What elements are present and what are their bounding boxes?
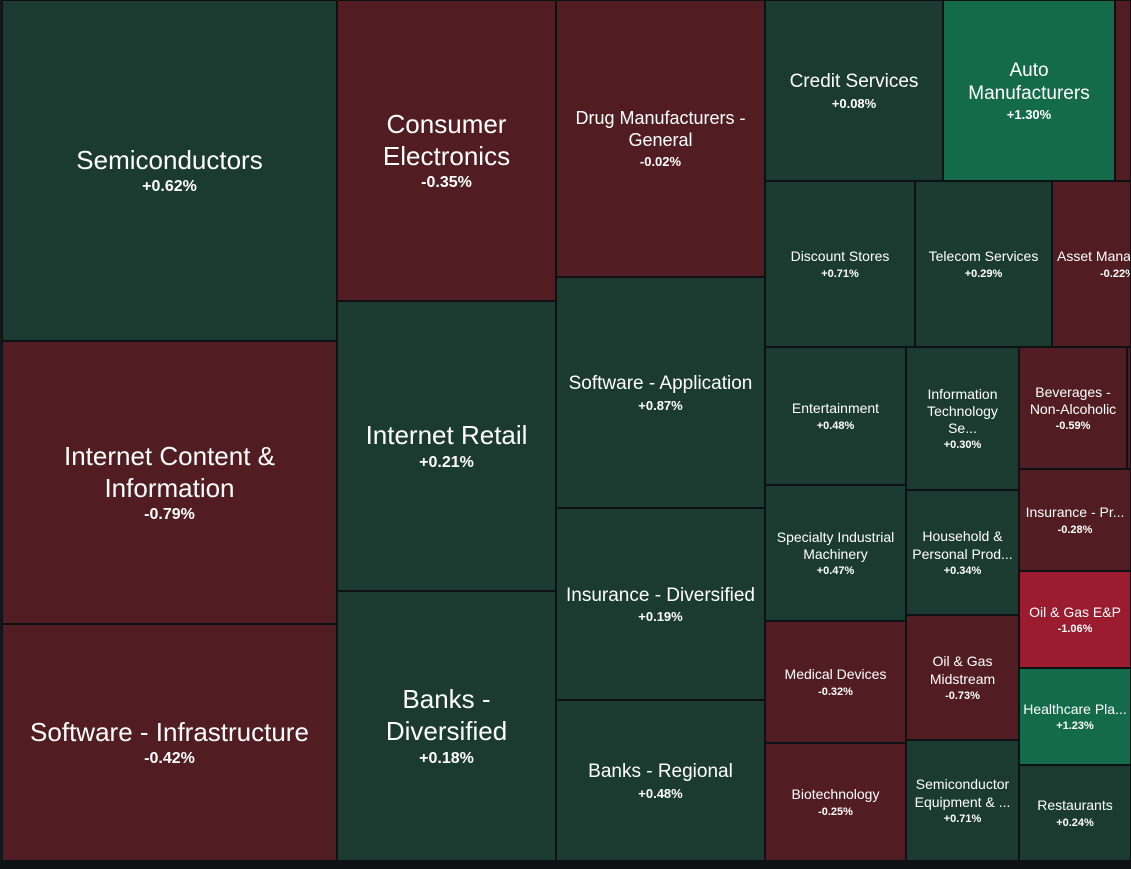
tile-label: Banks - Regional [588,761,733,783]
tile-change: -0.73% [945,689,980,702]
tile-biotechnology[interactable]: Biotechnology -0.25% [765,743,906,861]
tile-label: Internet Retail [365,420,528,451]
tile-change: +1.23% [1056,720,1094,733]
tile-internet-retail[interactable]: Internet Retail +0.21% [337,301,556,591]
tile-label: Semiconductors [76,144,263,175]
tile-change: +0.87% [638,397,683,413]
tile-label: Insurance - Diversified [565,584,756,606]
tile-change: +0.62% [142,178,197,196]
tile-semiconductor-equipment[interactable]: Semiconductor Equipment & ... +0.71% [906,740,1019,861]
tile-change: -0.25% [818,805,853,818]
tile-software-application[interactable]: Software - Application +0.87% [556,277,765,508]
tile-specialty-industrial-machinery[interactable]: Specialty Industrial Machinery +0.47% [765,485,906,621]
tile-information-technology-services[interactable]: Information Technology Se... +0.30% [906,347,1019,490]
tile-label: Household & Personal Prod... [912,528,1013,562]
tile-household-personal-products[interactable]: Household & Personal Prod... +0.34% [906,490,1019,615]
tile-internet-content-information[interactable]: Internet Content & Information -0.79% [2,341,337,624]
tile-asset-management[interactable]: Asset Mana -0.22% [1052,181,1131,347]
tile-label: Entertainment [791,400,880,417]
tile-change: -0.42% [144,750,195,768]
tile-label: Drug Manufacturers - General [575,108,746,150]
tile-healthcare-plans[interactable]: Healthcare Pla... +1.23% [1019,668,1131,765]
tile-auto-manufacturers[interactable]: Auto Manufacturers +1.30% [943,0,1115,181]
tile-change: -1.06% [1057,623,1093,636]
tile-edge-sliver-mid[interactable] [1127,347,1131,469]
tile-label: Internet Content & Information [63,440,276,503]
tile-edge-sliver-top[interactable] [1115,0,1131,181]
tile-label: Software - Infrastructure [30,716,309,747]
tile-label: Telecom Services [928,248,1039,265]
tile-banks-diversified[interactable]: Banks - Diversified +0.18% [337,591,556,861]
tile-banks-regional[interactable]: Banks - Regional +0.48% [556,700,765,861]
tile-credit-services[interactable]: Credit Services +0.08% [765,0,943,181]
tile-change: +0.34% [943,564,982,577]
tile-semiconductors[interactable]: Semiconductors +0.62% [2,0,337,341]
tile-label: Credit Services [789,71,919,93]
tile-label: Consumer Electronics [382,108,511,171]
tile-change: +0.47% [816,565,855,578]
tile-change: -0.59% [1055,420,1091,433]
tile-change: +0.71% [943,812,982,825]
tile-label: Biotechnology [791,786,880,803]
tile-consumer-electronics[interactable]: Consumer Electronics -0.35% [337,0,556,301]
tile-telecom-services[interactable]: Telecom Services +0.29% [915,181,1052,347]
tile-label: Medical Devices [784,666,887,683]
tile-entertainment[interactable]: Entertainment +0.48% [765,347,906,485]
tile-label: Information Technology Se... [927,385,998,437]
tile-label: Oil & Gas Midstream [929,653,996,687]
tile-insurance-property[interactable]: Insurance - Pr... -0.28% [1019,469,1131,571]
tile-medical-devices[interactable]: Medical Devices -0.32% [765,621,906,743]
bottom-scroll-track [0,861,1131,869]
tile-beverages-non-alcoholic[interactable]: Beverages - Non-Alcoholic -0.59% [1019,347,1127,469]
tile-label: Asset Mana [1057,248,1131,265]
tile-insurance-diversified[interactable]: Insurance - Diversified +0.19% [556,508,765,700]
tile-drug-manufacturers-general[interactable]: Drug Manufacturers - General -0.02% [556,0,765,277]
tile-discount-stores[interactable]: Discount Stores +0.71% [765,181,915,347]
tile-change: -0.28% [1057,523,1093,536]
tile-label: Auto Manufacturers [968,59,1090,104]
tile-label: Specialty Industrial Machinery [776,528,895,562]
tile-change: +0.29% [964,267,1003,280]
tile-label: Semiconductor Equipment & ... [914,776,1011,810]
tile-change: +0.71% [821,267,859,280]
tile-label: Discount Stores [790,248,890,265]
tile-label: Healthcare Pla... [1023,700,1127,717]
tile-change: -0.35% [421,174,472,192]
tile-change: +0.30% [943,439,982,452]
tile-oil-gas-ep[interactable]: Oil & Gas E&P -1.06% [1019,571,1131,668]
tile-label: Beverages - Non-Alcoholic [1029,383,1117,417]
tile-label: Oil & Gas E&P [1029,603,1121,620]
tile-label: Banks - Diversified [385,684,508,746]
tile-label: Software - Application [568,373,753,395]
tile-change: +0.48% [638,785,683,801]
tile-change: +0.48% [816,419,855,432]
tile-change: +0.19% [638,609,683,625]
tile-change: +0.21% [419,453,474,471]
tile-software-infrastructure[interactable]: Software - Infrastructure -0.42% [2,624,337,861]
tile-restaurants[interactable]: Restaurants +0.24% [1019,765,1131,861]
tile-change: -0.32% [818,685,853,698]
tile-change: -0.22% [1100,267,1130,280]
tile-change: +0.24% [1056,816,1094,829]
tile-change: +0.18% [419,749,474,767]
tile-change: +0.08% [831,95,877,111]
tile-label: Restaurants [1037,797,1113,814]
tile-label: Insurance - Pr... [1025,504,1125,521]
tile-oil-gas-midstream[interactable]: Oil & Gas Midstream -0.73% [906,615,1019,740]
tile-change: -0.79% [144,506,195,524]
tile-change: +1.30% [1006,107,1052,123]
tile-change: -0.02% [639,153,682,169]
